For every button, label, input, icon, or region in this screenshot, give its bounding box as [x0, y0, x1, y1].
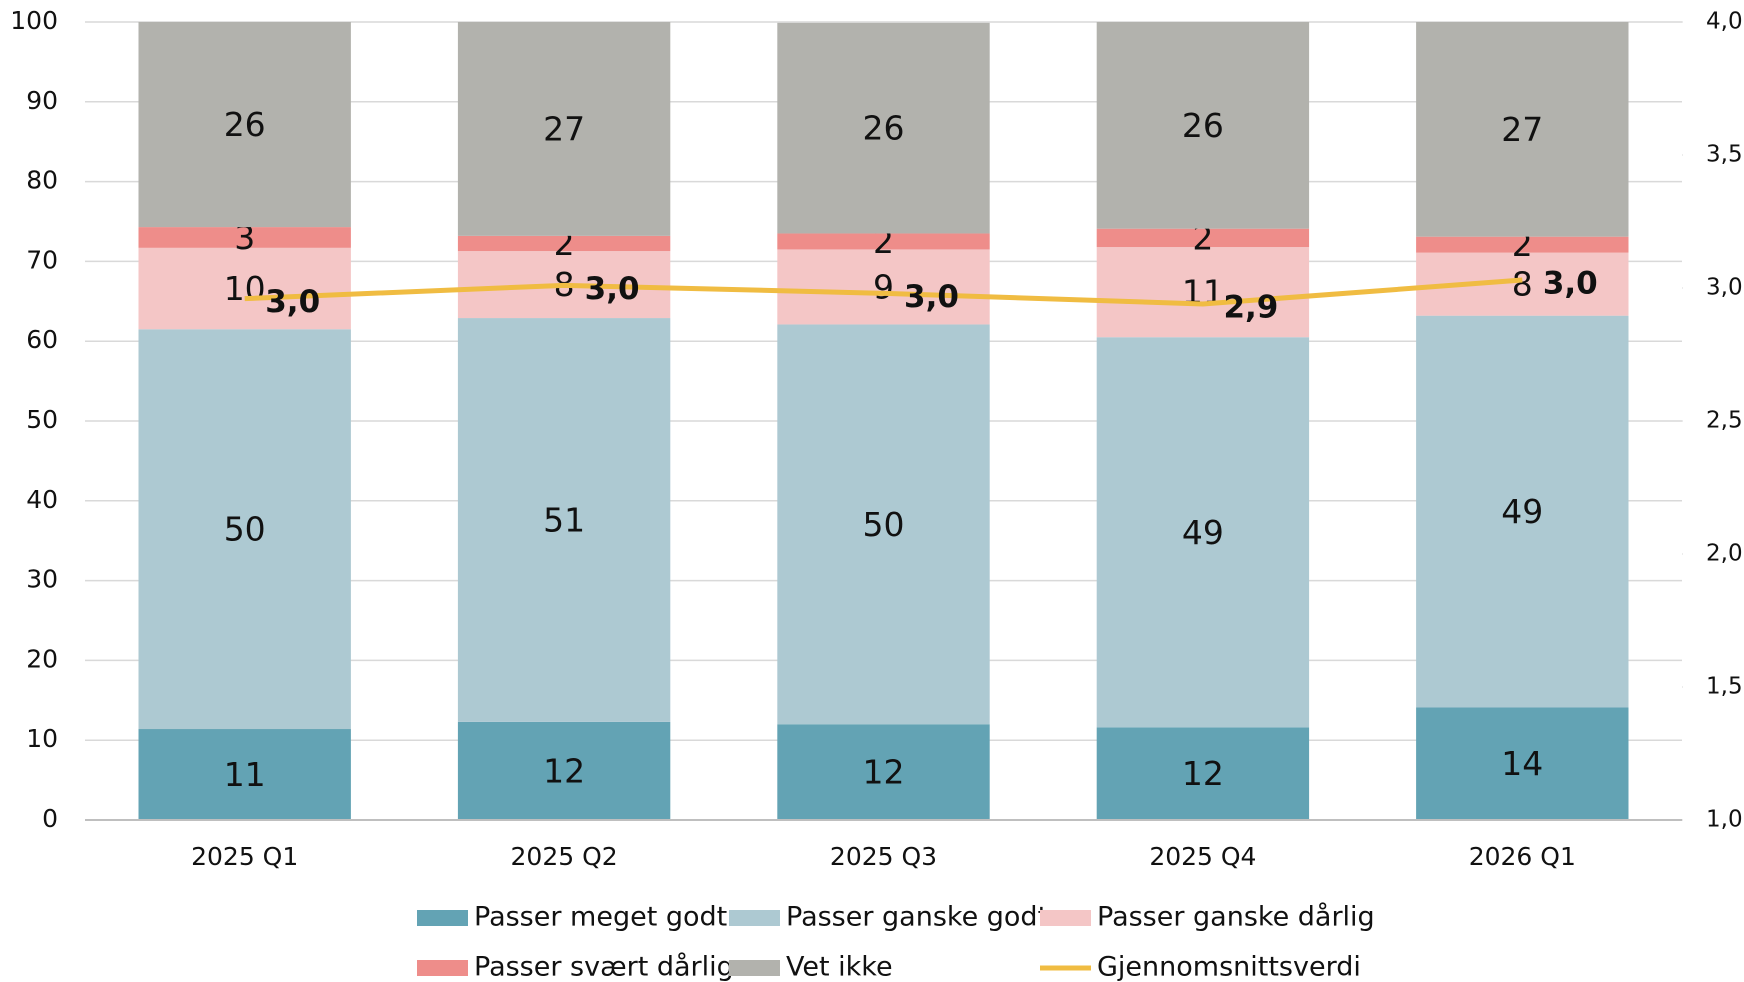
- bar-segment: [138, 329, 351, 730]
- legend-label: Passer meget godt: [474, 902, 727, 933]
- y-tick-label: 80: [26, 166, 58, 195]
- y-tick-label: 70: [26, 245, 58, 274]
- data-label: 3: [234, 218, 255, 257]
- data-label: 11: [224, 755, 266, 794]
- bar-segment: [1416, 707, 1629, 820]
- data-label: 12: [543, 751, 585, 790]
- bar-segment: [457, 22, 671, 236]
- bar-segment: [1416, 315, 1629, 708]
- data-label: 26: [1182, 106, 1224, 145]
- data-label: 49: [1501, 492, 1543, 531]
- line-label: 2,9: [1223, 289, 1278, 325]
- y-tick-label: 50: [26, 405, 58, 434]
- data-label: 26: [863, 109, 905, 148]
- legend-swatch: [729, 910, 780, 926]
- data-label: 49: [1182, 513, 1224, 552]
- legend-swatch: [1040, 910, 1091, 926]
- bar-segment: [1096, 337, 1310, 728]
- y-tick-label: 40: [26, 485, 58, 514]
- x-tick-label: 2025 Q1: [191, 842, 298, 871]
- data-label: 9: [873, 267, 894, 306]
- y2-tick-label: 3,0: [1706, 275, 1743, 301]
- y-tick-label: 60: [26, 325, 58, 354]
- legend-label: Passer svært dårlig: [474, 952, 734, 982]
- line-label: 3,0: [265, 284, 320, 320]
- x-tick-label: 2026 Q1: [1469, 842, 1576, 871]
- x-tick-label: 2025 Q3: [830, 842, 937, 871]
- data-label: 50: [863, 505, 905, 544]
- y2-tick-label: 1,0: [1706, 807, 1743, 833]
- bar-segment: [1096, 247, 1310, 338]
- data-label: 50: [224, 510, 266, 549]
- bar-segment: [1096, 727, 1310, 820]
- legend-label: Passer ganske dårlig: [1097, 902, 1375, 933]
- bar-segment: [1416, 236, 1629, 253]
- bar-segment: [1096, 228, 1310, 248]
- y2-tick-label: 1,5: [1706, 674, 1743, 700]
- legend-swatch: [417, 910, 468, 926]
- data-label: 12: [863, 753, 905, 792]
- y-tick-label: 100: [10, 6, 58, 35]
- x-tick-label: 2025 Q2: [511, 842, 618, 871]
- bar-segment: [777, 249, 990, 325]
- legend-label: Vet ikke: [786, 952, 893, 982]
- data-label: 26: [224, 105, 266, 144]
- line-label: 3,0: [585, 271, 640, 307]
- legend-swatch: [417, 960, 468, 976]
- data-label: 14: [1501, 744, 1543, 783]
- y-tick-label: 0: [42, 804, 58, 833]
- line-label: 3,0: [904, 279, 959, 315]
- data-label: 10: [224, 269, 266, 308]
- bar-segment: [1096, 22, 1310, 229]
- data-label: 27: [1501, 110, 1543, 149]
- y2-tick-label: 2,5: [1706, 408, 1743, 434]
- line: [244, 277, 1523, 307]
- y-tick-label: 20: [26, 644, 58, 673]
- y-tick-label: 30: [26, 565, 58, 594]
- bar-segment: [138, 22, 351, 228]
- legend-swatch: [729, 960, 780, 976]
- legend-label: Gjennomsnittsverdi: [1097, 952, 1361, 982]
- bar-segment: [1416, 22, 1629, 237]
- y-tick-label: 10: [26, 724, 58, 753]
- bar-segment: [777, 233, 990, 250]
- y2-tick-label: 4,0: [1706, 9, 1743, 35]
- bar-segment: [777, 22, 990, 234]
- data-label: 8: [1512, 265, 1533, 304]
- y-tick-label: 90: [26, 86, 58, 115]
- bar-segment: [138, 227, 351, 248]
- bar-segment: [777, 724, 990, 820]
- line-label: 3,0: [1543, 266, 1598, 302]
- bar-segment: [457, 318, 671, 722]
- bar-segment: [457, 235, 671, 252]
- bar-segment: [457, 721, 671, 820]
- data-label: 27: [543, 109, 585, 148]
- data-label: 12: [1182, 754, 1224, 793]
- bar-segment: [138, 247, 351, 330]
- bar-segment: [138, 729, 351, 820]
- y2-tick-label: 3,5: [1706, 142, 1743, 168]
- bar-segment: [777, 324, 990, 725]
- legend-label: Passer ganske godt: [786, 902, 1048, 933]
- data-label: 51: [543, 500, 585, 539]
- y2-tick-label: 2,0: [1706, 541, 1743, 567]
- x-tick-label: 2025 Q4: [1149, 842, 1256, 871]
